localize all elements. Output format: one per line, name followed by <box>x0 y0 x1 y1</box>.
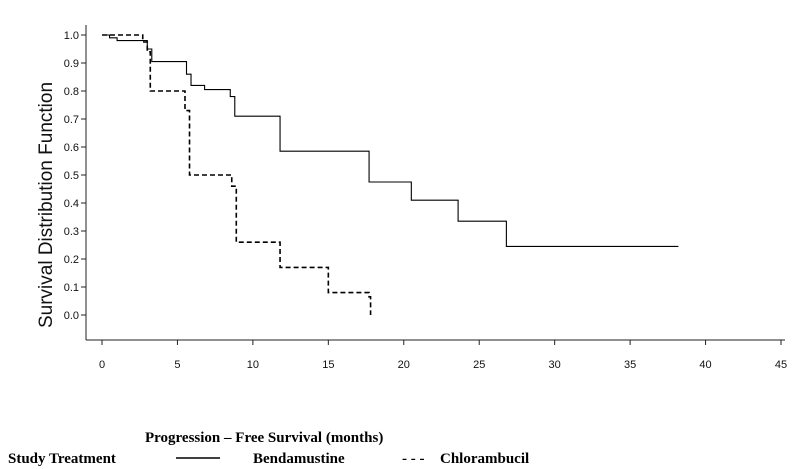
y-axis-label: Survival Distribution Function <box>36 82 57 328</box>
y-tick-label: 0.7 <box>64 114 79 126</box>
y-tick-label: 1.0 <box>64 30 79 42</box>
x-axis-label: Progression – Free Survival (months) <box>145 430 383 446</box>
series-line-chlorambucil <box>102 34 372 315</box>
x-tick-label: 10 <box>247 359 259 371</box>
y-tick-label: 0.4 <box>64 198 79 210</box>
x-tick-label: 30 <box>549 359 561 371</box>
y-tick-label: 0.9 <box>64 58 79 70</box>
x-tick-label: 5 <box>174 359 180 371</box>
x-tick-label: 20 <box>398 359 410 371</box>
x-tick-label: 15 <box>322 359 334 371</box>
legend-title: Study Treatment <box>8 451 116 467</box>
legend-entry-chlorambucil: Chlorambucil <box>440 451 529 467</box>
y-tick-label: 0.0 <box>64 310 79 322</box>
x-tick-label: 45 <box>775 359 787 371</box>
legend-entry-bendamustine: Bendamustine <box>253 451 345 467</box>
x-ticks: 0 5 10 15 20 25 30 35 40 45 <box>99 340 787 371</box>
x-tick-label: 25 <box>473 359 485 371</box>
x-tick-label: 35 <box>624 359 636 371</box>
series-line-bendamustine <box>102 34 679 247</box>
y-tick-label: 0.6 <box>64 142 79 154</box>
x-tick-label: 0 <box>99 359 105 371</box>
y-tick-label: 0.2 <box>64 254 79 266</box>
y-tick-label: 0.3 <box>64 226 79 238</box>
legend: Study Treatment Bendamustine - - - Chlor… <box>8 451 529 467</box>
y-tick-label: 0.5 <box>64 170 79 182</box>
y-ticks: 0.0 0.1 0.2 0.3 0.4 0.5 0.6 0.7 0.8 0.9 1.0 <box>64 30 86 322</box>
y-tick-label: 0.8 <box>64 86 79 98</box>
series-layer <box>102 34 679 315</box>
y-tick-label: 0.1 <box>64 282 79 294</box>
legend-swatch-chlorambucil: - - - <box>402 451 425 467</box>
x-tick-label: 40 <box>699 359 711 371</box>
